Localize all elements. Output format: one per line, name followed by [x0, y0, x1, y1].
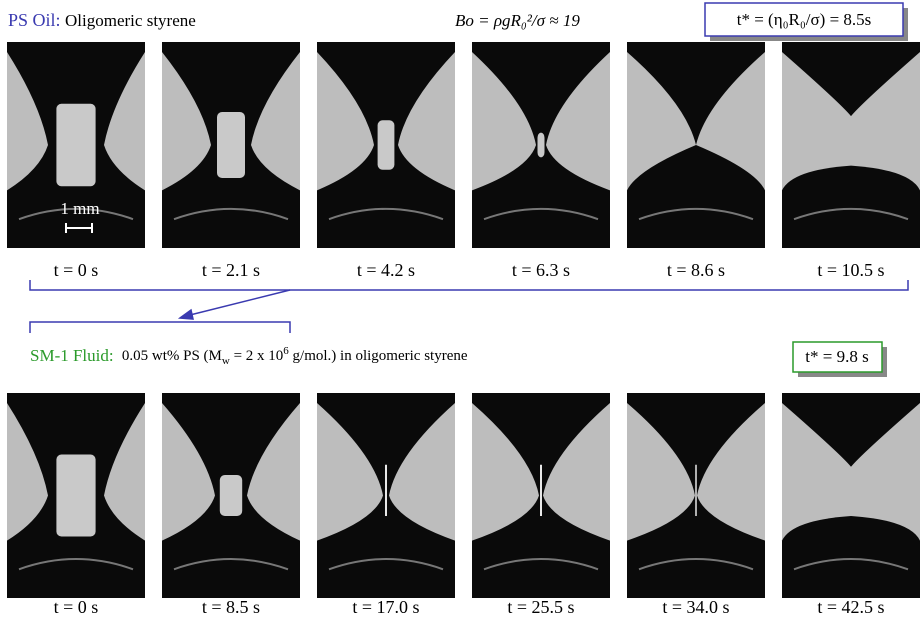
fluid-label: SM-1 Fluid: — [30, 346, 114, 365]
bridge-highlight — [378, 120, 395, 169]
bridge-highlight — [538, 133, 545, 158]
bracket — [30, 280, 908, 333]
frame-time: t = 0 s — [54, 597, 99, 617]
scale-bar-label: 1 mm — [60, 199, 99, 218]
fluid-description: 0.05 wt% PS (M — [122, 348, 222, 364]
subscript: w — [222, 355, 230, 367]
bridge-highlight — [220, 475, 242, 516]
time-scale: t* = 9.8 s — [805, 347, 868, 366]
time-scale: t* = (η₀R₀/σ) = 8.5s — [737, 10, 872, 29]
frame-time: t = 0 s — [54, 260, 99, 280]
frame-time: t = 10.5 s — [817, 260, 884, 280]
fluid-description: = 2 x 10 — [230, 348, 283, 364]
top-heading: PS Oil: Oligomeric styrene — [8, 10, 196, 30]
frame-time: t = 17.0 s — [352, 597, 419, 617]
fluid-description: g/mol.) in oligomeric styrene — [289, 348, 468, 364]
fluid-label: PS Oil: — [8, 10, 61, 30]
frame-time: t = 8.6 s — [667, 260, 725, 280]
lower-drop — [782, 166, 920, 248]
frame-time: t = 34.0 s — [662, 597, 729, 617]
bottom-heading: SM-1 Fluid: 0.05 wt% PS (Mw = 2 x 106 g/… — [30, 345, 468, 367]
frame-time: t = 4.2 s — [357, 260, 415, 280]
frames: t = 0 s t = 2.1 s t = 4.2 s t = 6.3 s t = 8.… — [7, 42, 920, 617]
fluid-description: Oligomeric styrene — [65, 11, 196, 30]
frame-time: t = 42.5 s — [817, 597, 884, 617]
frame-time: t = 6.3 s — [512, 260, 570, 280]
bridge-highlight — [217, 112, 245, 178]
bridge-highlight — [56, 455, 95, 537]
bond-number: Bo = ρgR₀²/σ ≈ 19 — [455, 11, 580, 30]
frame-time: t = 2.1 s — [202, 260, 260, 280]
frame-time: t = 25.5 s — [507, 597, 574, 617]
lower-drop — [782, 516, 920, 598]
bridge-highlight — [56, 104, 95, 186]
figure: PS Oil: Oligomeric styrene Bo = ρgR₀²/σ … — [0, 0, 920, 621]
frame-time: t = 8.5 s — [202, 597, 260, 617]
